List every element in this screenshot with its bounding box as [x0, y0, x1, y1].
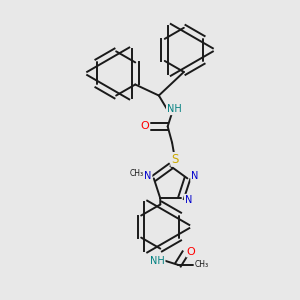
Text: NH: NH	[150, 256, 165, 266]
Text: N: N	[144, 171, 152, 181]
Text: CH₃: CH₃	[194, 260, 208, 269]
Text: O: O	[187, 247, 196, 256]
Text: N: N	[191, 171, 199, 181]
Text: N: N	[185, 195, 192, 205]
Text: NH: NH	[167, 104, 182, 114]
Text: S: S	[171, 153, 179, 166]
Text: CH₃: CH₃	[130, 169, 144, 178]
Text: O: O	[141, 122, 149, 131]
